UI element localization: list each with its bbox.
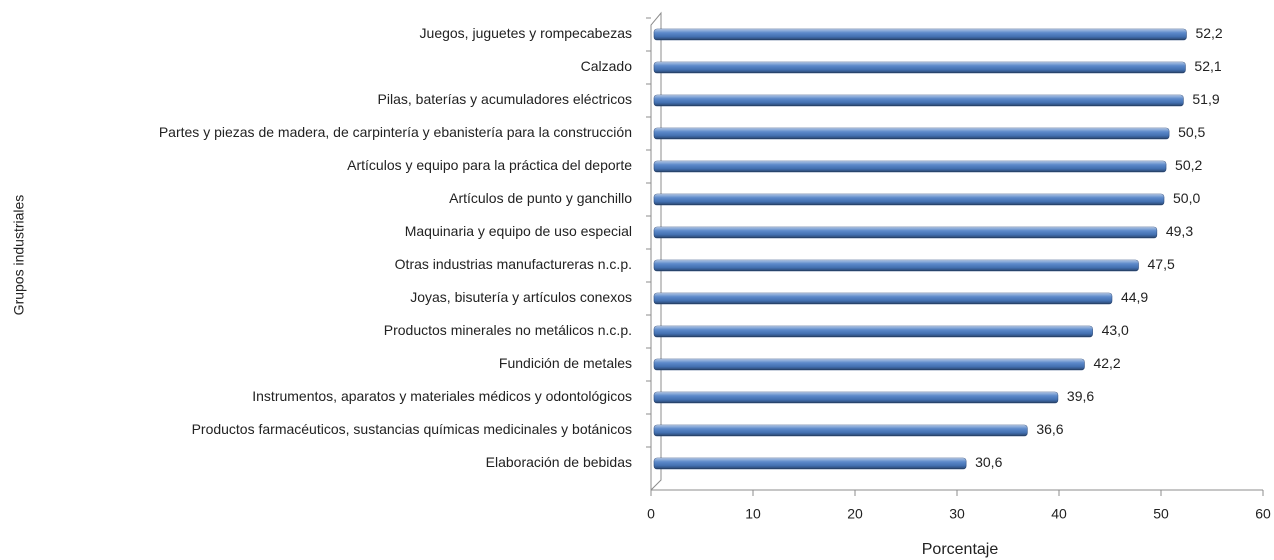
y-tick-label: Maquinaria y equipo de uso especial (405, 223, 632, 239)
value-label: 52,2 (1195, 25, 1222, 41)
bar-shine (654, 194, 1164, 205)
y-tick-label: Pilas, baterías y acumuladores eléctrico… (378, 91, 632, 107)
bar-shine (654, 260, 1139, 271)
bar-shine (654, 95, 1184, 106)
y-tick-label: Elaboración de bebidas (486, 454, 632, 470)
x-tick-label: 60 (1255, 506, 1271, 522)
value-label: 36,6 (1036, 421, 1063, 437)
value-label: 50,2 (1175, 157, 1202, 173)
value-label: 52,1 (1194, 58, 1221, 74)
x-tick-label: 10 (745, 506, 761, 522)
bar-shine (654, 293, 1112, 304)
x-tick-label: 0 (647, 506, 655, 522)
x-tick-label: 30 (949, 506, 965, 522)
y-tick-label: Artículos y equipo para la práctica del … (347, 157, 632, 173)
y-tick-label: Artículos de punto y ganchillo (449, 190, 632, 206)
y-tick-label: Calzado (581, 58, 633, 74)
value-label: 44,9 (1121, 289, 1148, 305)
value-label: 42,2 (1093, 355, 1120, 371)
y-tick-label: Partes y piezas de madera, de carpinterí… (159, 124, 632, 140)
value-label: 50,0 (1173, 190, 1200, 206)
x-tick-label: 20 (847, 506, 863, 522)
y-axis-title: Grupos industriales (11, 195, 27, 316)
y-tick-label: Juegos, juguetes y rompecabezas (420, 25, 632, 41)
bar-shine (654, 392, 1058, 403)
x-tick-label: 50 (1153, 506, 1169, 522)
y-tick-label: Fundición de metales (499, 355, 632, 371)
value-label: 49,3 (1166, 223, 1193, 239)
bar-shine (654, 359, 1085, 370)
bar-shine (654, 227, 1157, 238)
wall (650, 11, 662, 491)
bar-shine (654, 29, 1187, 40)
bar-shine (654, 128, 1170, 139)
y-tick-label: Otras industrias manufactureras n.c.p. (395, 256, 632, 272)
value-label: 39,6 (1067, 388, 1094, 404)
bar-shine (654, 62, 1186, 73)
bar-shine (654, 326, 1093, 337)
value-label: 30,6 (975, 454, 1002, 470)
y-tick-label: Joyas, bisutería y artículos conexos (410, 289, 632, 305)
bar-shine (654, 161, 1167, 172)
y-tick-label: Instrumentos, aparatos y materiales médi… (252, 388, 632, 404)
value-label: 51,9 (1192, 91, 1219, 107)
value-label: 47,5 (1148, 256, 1175, 272)
bar-shine (654, 458, 967, 469)
value-label: 50,5 (1178, 124, 1205, 140)
bar-shine (654, 425, 1028, 436)
x-axis-title: Porcentaje (922, 541, 999, 558)
y-tick-label: Productos minerales no metálicos n.c.p. (384, 322, 632, 338)
y-tick-label: Productos farmacéuticos, sustancias quím… (192, 421, 632, 437)
x-tick-label: 40 (1051, 506, 1067, 522)
value-label: 43,0 (1102, 322, 1129, 338)
